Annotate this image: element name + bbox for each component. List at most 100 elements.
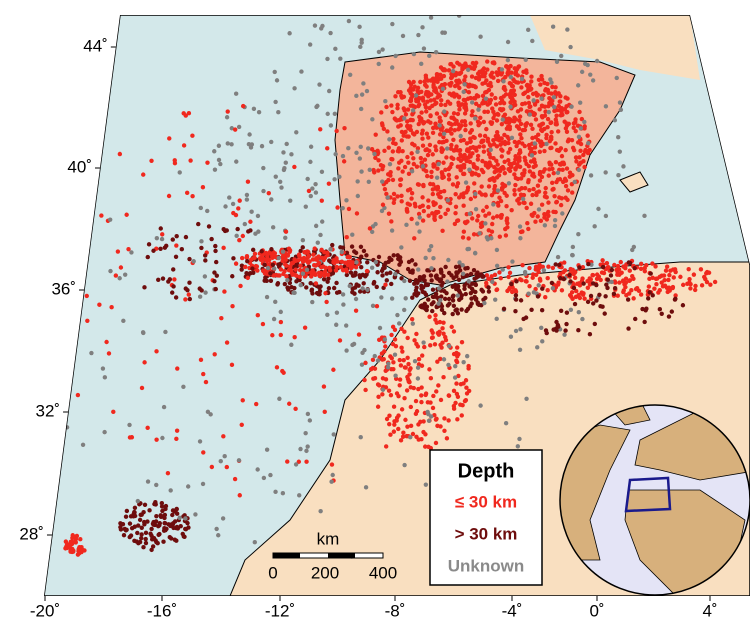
earthquake-dot: [284, 230, 288, 234]
earthquake-dot: [453, 192, 457, 196]
earthquake-dot: [454, 175, 458, 179]
earthquake-dot: [163, 507, 167, 511]
earthquake-dot: [312, 271, 316, 275]
earthquake-dot: [587, 276, 591, 280]
scale-bar-seg: [328, 553, 355, 558]
earthquake-dot: [123, 272, 127, 276]
earthquake-dot: [529, 75, 533, 79]
lon-label: -8˚: [385, 601, 406, 620]
earthquake-dot: [393, 54, 397, 58]
earthquake-dot: [468, 130, 472, 134]
earthquake-dot: [381, 203, 385, 207]
earthquake-dot: [619, 108, 623, 112]
earthquake-dot: [354, 260, 358, 264]
earthquake-dot: [151, 544, 155, 548]
earthquake-dot: [681, 283, 685, 287]
earthquake-dot: [332, 286, 336, 290]
earthquake-dot: [393, 94, 397, 98]
earthquake-dot: [550, 281, 554, 285]
earthquake-dot: [426, 119, 430, 123]
earthquake-dot: [403, 418, 407, 422]
earthquake-dot: [285, 278, 289, 282]
earthquake-dot: [316, 254, 320, 258]
earthquake-dot: [487, 211, 491, 215]
earthquake-dot: [633, 317, 637, 321]
earthquake-dot: [250, 266, 254, 270]
earthquake-dot: [439, 345, 443, 349]
earthquake-dot: [530, 136, 534, 140]
earthquake-dot: [299, 257, 303, 261]
earthquake-dot: [617, 280, 621, 284]
earthquake-dot: [156, 278, 160, 282]
earthquake-dot: [500, 122, 504, 126]
earthquake-dot: [544, 142, 548, 146]
earthquake-dot: [503, 171, 507, 175]
earthquake-dot: [452, 111, 456, 115]
earthquake-dot: [482, 110, 486, 114]
earthquake-dot: [380, 123, 384, 127]
earthquake-dot: [340, 259, 344, 263]
earthquake-dot: [461, 360, 465, 364]
earthquake-dot: [430, 336, 434, 340]
earthquake-dot: [476, 107, 480, 111]
earthquake-dot: [526, 180, 530, 184]
earthquake-dot: [409, 424, 413, 428]
earthquake-dot: [473, 290, 477, 294]
earthquake-dot: [542, 268, 546, 272]
earthquake-dot: [216, 533, 220, 537]
earthquake-dot: [548, 121, 552, 125]
earthquake-dot: [420, 275, 424, 279]
earthquake-dot: [371, 304, 375, 308]
earthquake-dot: [396, 394, 400, 398]
earthquake-dot: [275, 282, 279, 286]
earthquake-dot: [425, 131, 429, 135]
earthquake-dot: [548, 146, 552, 150]
earthquake-dot: [443, 31, 447, 35]
earthquake-dot: [453, 308, 457, 312]
earthquake-dot: [549, 135, 553, 139]
earthquake-dot: [531, 276, 535, 280]
earthquake-dot: [221, 434, 225, 438]
earthquake-dot: [183, 527, 187, 531]
earthquake-dot: [524, 279, 528, 283]
earthquake-dot: [572, 126, 576, 130]
earthquake-dot: [149, 159, 153, 163]
earthquake-dot: [484, 127, 488, 131]
earthquake-dot: [400, 407, 404, 411]
earthquake-dot: [465, 4, 469, 8]
earthquake-dot: [439, 103, 443, 107]
lon-label: 4˚: [702, 601, 717, 620]
earthquake-dot: [512, 88, 516, 92]
earthquake-dot: [121, 522, 125, 526]
earthquake-dot: [466, 84, 470, 88]
earthquake-dot: [476, 123, 480, 127]
earthquake-dot: [432, 98, 436, 102]
earthquake-dot: [536, 132, 540, 136]
earthquake-dot: [260, 144, 264, 148]
earthquake-dot: [478, 35, 482, 39]
earthquake-dot: [269, 140, 273, 144]
earthquake-dot: [462, 230, 466, 234]
earthquake-dot: [528, 112, 532, 116]
earthquake-dot: [500, 154, 504, 158]
earthquake-dot: [546, 91, 550, 95]
earthquake-dot: [431, 394, 435, 398]
earthquake-dot: [421, 10, 425, 14]
earthquake-dot: [554, 160, 558, 164]
earthquake-dot: [508, 169, 512, 173]
earthquake-dot: [325, 146, 329, 150]
earthquake-dot: [529, 202, 533, 206]
earthquake-dot: [445, 436, 449, 440]
earthquake-dot: [647, 284, 651, 288]
earthquake-dot: [524, 397, 528, 401]
earthquake-dot: [504, 421, 508, 425]
earthquake-dot: [549, 130, 553, 134]
earthquake-dot: [338, 338, 342, 342]
earthquake-dot: [453, 375, 457, 379]
earthquake-dot: [133, 525, 137, 529]
earthquake-dot: [404, 296, 408, 300]
earthquake-dot: [284, 161, 288, 165]
earthquake-dot: [373, 222, 377, 226]
earthquake-dot: [482, 120, 486, 124]
earthquake-dot: [124, 515, 128, 519]
